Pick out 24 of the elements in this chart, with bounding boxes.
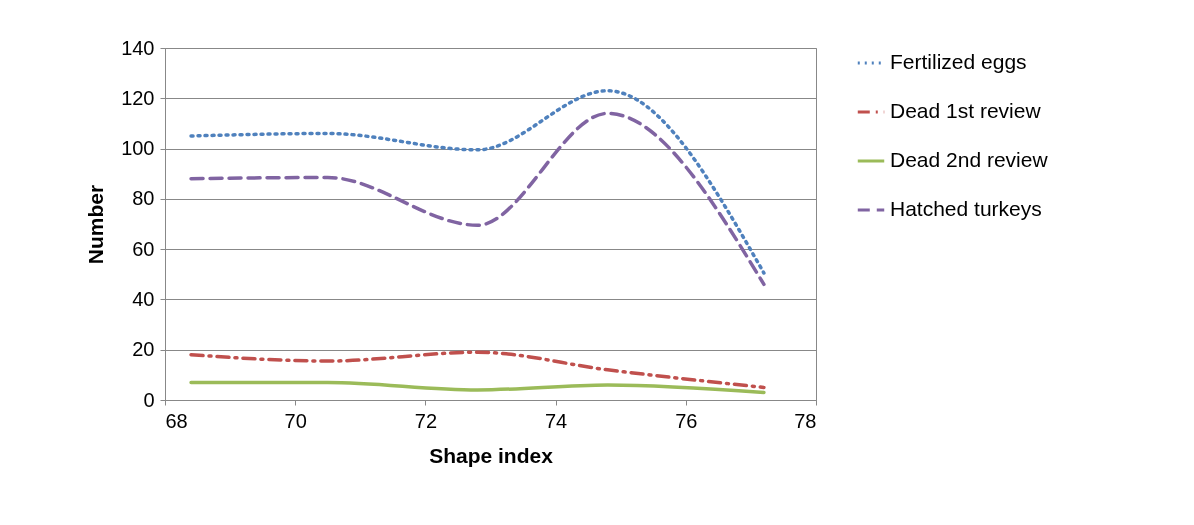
y-tick-label: 20 [132,338,155,361]
x-tick-label: 68 [165,409,188,432]
y-tick-label: 40 [132,287,155,310]
y-tick-label: 80 [132,187,155,210]
line-series [189,350,766,390]
x-tick-label: 72 [414,409,438,432]
y-tick-label: 0 [143,388,155,411]
y-tick-label: 60 [132,237,155,260]
y-tick-label: 140 [121,36,155,59]
x-tick-label: 70 [284,409,307,432]
legend-label: Dead 2nd review [890,148,1049,171]
x-axis-title: Shape index [429,443,554,467]
x-tick-label: 78 [794,409,817,432]
x-tick-label: 74 [544,409,568,432]
y-tick-label: 120 [121,86,155,109]
x-tick-label: 76 [675,409,698,432]
y-tick-label: 100 [121,137,155,160]
legend-label: Fertilized eggs [890,50,1027,73]
legend-label: Hatched turkeys [890,197,1042,220]
line-series [189,380,766,395]
y-axis-title: Number [84,184,108,265]
line-series [189,88,766,275]
legend-label: Dead 1st review [890,99,1042,122]
line-series [189,111,766,287]
